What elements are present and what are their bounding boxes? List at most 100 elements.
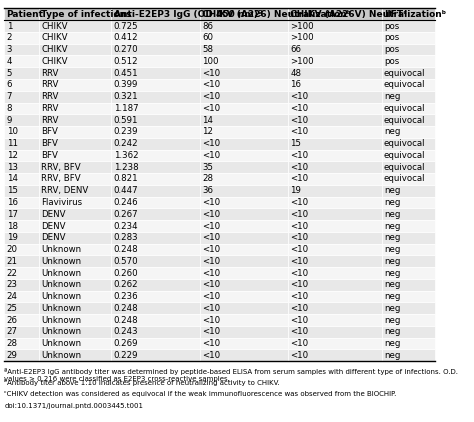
Bar <box>382 32 435 44</box>
Text: Type of infections: Type of infections <box>41 10 132 19</box>
Text: <10: <10 <box>202 316 220 325</box>
Text: Unknown: Unknown <box>41 339 82 348</box>
Text: equivocal: equivocal <box>384 139 425 148</box>
Text: >100: >100 <box>290 22 314 30</box>
Text: pos: pos <box>384 22 399 30</box>
Text: neg: neg <box>384 222 400 230</box>
Text: neg: neg <box>384 339 400 348</box>
Text: <10: <10 <box>290 280 308 289</box>
Text: 0.243: 0.243 <box>114 327 138 336</box>
Bar <box>4 79 39 91</box>
Bar <box>39 32 111 44</box>
Bar <box>111 279 200 291</box>
Bar <box>39 303 111 314</box>
Bar <box>111 255 200 267</box>
Bar <box>39 314 111 326</box>
Text: 25: 25 <box>7 304 18 313</box>
Text: equivocal: equivocal <box>384 116 425 124</box>
Bar <box>39 44 111 55</box>
Bar <box>382 267 435 279</box>
Text: 0.248: 0.248 <box>114 316 138 325</box>
Text: Unknown: Unknown <box>41 292 82 301</box>
Bar <box>111 20 200 32</box>
Bar <box>39 197 111 208</box>
Bar <box>382 338 435 349</box>
Text: 0.725: 0.725 <box>114 22 138 30</box>
Bar <box>4 220 39 232</box>
Bar <box>200 91 288 103</box>
Text: <10: <10 <box>290 339 308 348</box>
Bar <box>111 185 200 197</box>
Bar <box>4 267 39 279</box>
Text: 8: 8 <box>7 104 12 113</box>
Bar <box>288 161 382 173</box>
Text: BFV: BFV <box>41 127 58 136</box>
Text: RRV, DENV: RRV, DENV <box>41 186 89 195</box>
Bar <box>382 149 435 161</box>
Bar <box>288 197 382 208</box>
Bar <box>4 255 39 267</box>
Bar <box>39 243 111 255</box>
Bar <box>200 303 288 314</box>
Text: DENV: DENV <box>41 210 66 219</box>
Bar <box>4 161 39 173</box>
Text: <10: <10 <box>290 198 308 207</box>
Bar <box>4 279 39 291</box>
Text: ᶜCHIKV detection was considered as equivocal if the weak immunofluorescence was : ᶜCHIKV detection was considered as equiv… <box>4 391 397 397</box>
Bar <box>4 314 39 326</box>
Bar <box>382 55 435 67</box>
Bar <box>111 173 200 185</box>
Text: CHIKV (A226) Neutralizationᵇ: CHIKV (A226) Neutralizationᵇ <box>202 10 351 19</box>
Text: 26: 26 <box>7 316 18 325</box>
Bar <box>4 67 39 79</box>
Text: 0.248: 0.248 <box>114 304 138 313</box>
Text: 5: 5 <box>7 69 12 78</box>
Bar <box>382 303 435 314</box>
Text: 0.234: 0.234 <box>114 222 138 230</box>
Bar <box>111 103 200 114</box>
Bar <box>288 173 382 185</box>
Bar <box>111 326 200 338</box>
Text: neg: neg <box>384 292 400 301</box>
Text: <10: <10 <box>202 80 220 89</box>
Bar <box>39 8 111 20</box>
Bar <box>288 349 382 361</box>
Text: 19: 19 <box>290 186 301 195</box>
Bar <box>382 173 435 185</box>
Text: 17: 17 <box>7 210 18 219</box>
Bar <box>4 243 39 255</box>
Bar <box>288 67 382 79</box>
Text: 0.248: 0.248 <box>114 245 138 254</box>
Bar <box>200 326 288 338</box>
Text: 0.269: 0.269 <box>114 339 138 348</box>
Text: <10: <10 <box>202 210 220 219</box>
Text: 20: 20 <box>7 245 18 254</box>
Bar <box>288 32 382 44</box>
Bar <box>4 338 39 349</box>
Text: neg: neg <box>384 210 400 219</box>
Bar <box>4 349 39 361</box>
Text: <10: <10 <box>290 92 308 101</box>
Text: <10: <10 <box>290 245 308 254</box>
Bar <box>200 173 288 185</box>
Text: RRV: RRV <box>41 92 59 101</box>
Bar <box>111 149 200 161</box>
Text: <10: <10 <box>290 316 308 325</box>
Text: ªAnti-E2EP3 IgG antibody titer was determined by peptide-based ELISA from serum : ªAnti-E2EP3 IgG antibody titer was deter… <box>4 368 458 381</box>
Text: neg: neg <box>384 257 400 266</box>
Text: 0.412: 0.412 <box>114 33 138 42</box>
Text: RRV: RRV <box>41 104 59 113</box>
Text: <10: <10 <box>202 339 220 348</box>
Bar <box>4 291 39 303</box>
Text: Unknown: Unknown <box>41 304 82 313</box>
Text: ᵇAntibody titer above 1:10 indicates presence of neutralizing activity to CHIKV.: ᵇAntibody titer above 1:10 indicates pre… <box>4 379 280 387</box>
Text: 22: 22 <box>7 268 18 278</box>
Bar <box>288 103 382 114</box>
Text: <10: <10 <box>290 174 308 184</box>
Text: <10: <10 <box>290 268 308 278</box>
Bar <box>4 326 39 338</box>
Bar <box>200 255 288 267</box>
Bar <box>4 55 39 67</box>
Bar <box>200 232 288 243</box>
Text: pos: pos <box>384 57 399 66</box>
